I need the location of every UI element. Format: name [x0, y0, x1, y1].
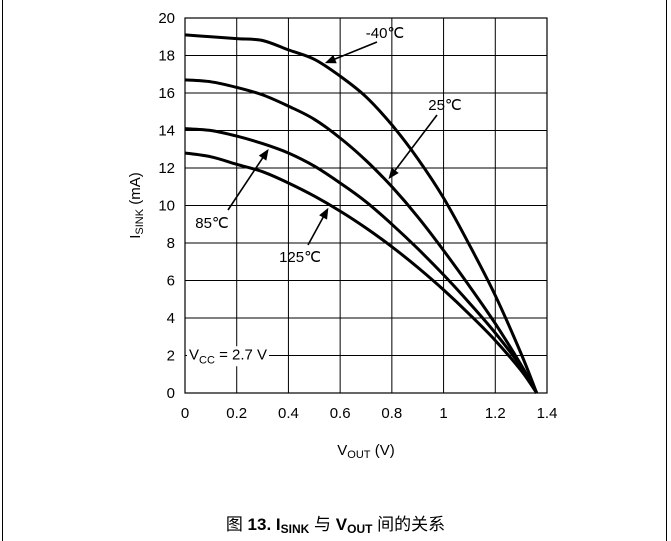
- x-tick-label: 0.2: [226, 405, 247, 422]
- x-tick-label: 0.6: [330, 405, 351, 422]
- curve-arrowhead-1: [388, 168, 398, 179]
- y-tick-label: 4: [167, 310, 175, 327]
- vcc-sub: CC: [199, 354, 215, 366]
- curve-arrowhead-2: [259, 149, 269, 161]
- y-tick-label: 8: [167, 235, 175, 252]
- y-tick-label: 14: [158, 123, 175, 140]
- vcc-annotation: VCC = 2.7 V: [187, 346, 269, 366]
- vcc-v: V: [189, 346, 199, 363]
- curve-leader-3: [308, 215, 325, 245]
- vcc-rest: = 2.7 V: [215, 346, 267, 363]
- x-tick-label: 0.4: [278, 405, 299, 422]
- y-axis-label: ISINK (mA): [127, 172, 146, 239]
- y-tick-label: 20: [158, 10, 175, 27]
- y-tick-label: 6: [167, 273, 175, 290]
- series-layer: [185, 35, 537, 393]
- y-tick-label: 2: [167, 348, 175, 365]
- x-tick-label: 1: [439, 405, 447, 422]
- x-tick-label: 1.4: [537, 405, 558, 422]
- y-tick-label: 0: [167, 385, 175, 402]
- chart: -40℃ 25℃ 85℃ 125℃ 0 0.2 0.4 0.6 0.8 1 1.2 1.4 0 2 4 6 8…: [0, 0, 671, 505]
- curve-label-3: 125℃: [279, 249, 321, 266]
- curve-label-0: -40℃: [366, 25, 405, 42]
- y-tick-label: 12: [158, 160, 175, 177]
- x-tick-label: 1.2: [485, 405, 506, 422]
- curve-leader-0: [332, 42, 377, 60]
- label-layer: -40℃ 25℃ 85℃ 125℃: [195, 25, 462, 266]
- y-tick-label: 18: [158, 48, 175, 65]
- curve-label-1: 25℃: [428, 97, 462, 114]
- curve-leader-1: [393, 115, 437, 173]
- curve-label-2: 85℃: [195, 215, 229, 232]
- curve-arrowhead-0: [325, 55, 337, 63]
- figure-caption: 图 13. ISINK 与 VOUT 间的关系: [0, 510, 671, 536]
- x-tick-label: 0: [181, 405, 189, 422]
- x-axis-label: VOUT (V): [337, 442, 394, 461]
- y-tick-label: 10: [158, 198, 175, 215]
- x-tick-label: 0.8: [381, 405, 402, 422]
- y-tick-label: 16: [158, 85, 175, 102]
